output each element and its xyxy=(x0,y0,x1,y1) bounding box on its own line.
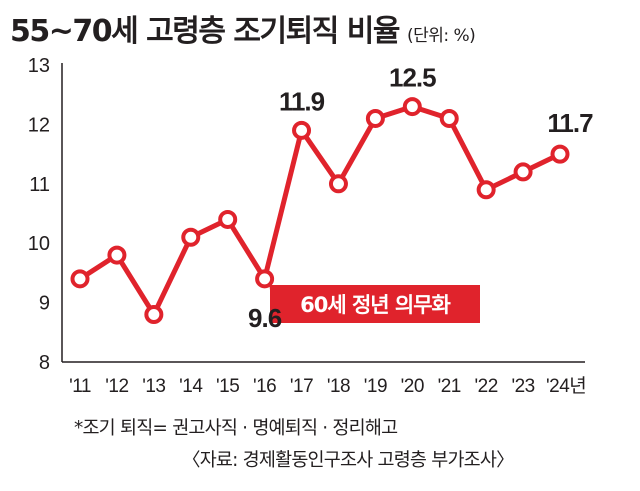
unit-label: (단위: %) xyxy=(406,26,476,46)
line-chart: 8 9 10 11 12 13 '11 '12 '13 '14 '15 '16 '17 '18 '19 '2… xyxy=(28,55,594,397)
x-tick-label: '17 xyxy=(290,376,313,397)
data-point xyxy=(439,108,459,128)
data-point xyxy=(513,162,533,182)
series-line xyxy=(77,104,563,317)
annotation-label: 60세 정년 의무화 xyxy=(300,293,451,317)
x-tick-label: '13 xyxy=(142,376,165,397)
annotation-box xyxy=(270,285,480,323)
y-tick-label: 9 xyxy=(39,293,50,315)
x-tick-label: '12 xyxy=(105,376,128,397)
data-point xyxy=(328,174,348,194)
x-tick-label: '24년 xyxy=(546,375,586,397)
data-point xyxy=(218,209,238,229)
x-tick-label: '16 xyxy=(253,376,276,397)
x-tick-label: '21 xyxy=(438,376,461,397)
data-point xyxy=(144,304,164,324)
y-tick-label: 11 xyxy=(29,174,50,196)
x-tick-label: '14 xyxy=(179,376,203,397)
data-point xyxy=(107,245,127,265)
data-label: 12.5 xyxy=(389,63,436,93)
data-label: 9.6 xyxy=(248,303,282,333)
source-note: 〈자료: 경제활동인구조사 고령층 부가조사〉 xyxy=(182,450,515,471)
x-tick-label: '19 xyxy=(364,376,387,397)
title-row: 55~70세 고령층 조기퇴직 비율 (단위: %) xyxy=(10,6,476,50)
y-tick-label: 10 xyxy=(28,233,50,255)
data-point xyxy=(402,97,422,117)
x-tick-label: '15 xyxy=(216,376,239,397)
x-tick-label: '23 xyxy=(511,376,534,397)
data-point xyxy=(255,269,275,289)
y-tick-label: 8 xyxy=(39,352,50,374)
y-tick-label: 12 xyxy=(28,114,50,136)
x-tick-label: '11 xyxy=(69,376,91,397)
x-tick-label: '20 xyxy=(401,376,424,397)
data-label: 11.9 xyxy=(279,86,325,116)
data-point xyxy=(365,108,385,128)
y-tick-label: 13 xyxy=(28,55,50,77)
data-point xyxy=(550,144,570,164)
footnote: *조기 퇴직= 권고사직 · 명예퇴직 · 정리해고 xyxy=(74,418,398,439)
data-label: 11.7 xyxy=(547,108,593,138)
data-point xyxy=(292,120,312,140)
data-point xyxy=(70,269,90,289)
x-tick-label: '22 xyxy=(475,376,498,397)
chart-title: 55~70세 고령층 조기퇴직 비율 xyxy=(10,14,400,49)
x-tick-label: '18 xyxy=(327,376,350,397)
data-point xyxy=(181,227,201,247)
data-point xyxy=(476,180,496,200)
